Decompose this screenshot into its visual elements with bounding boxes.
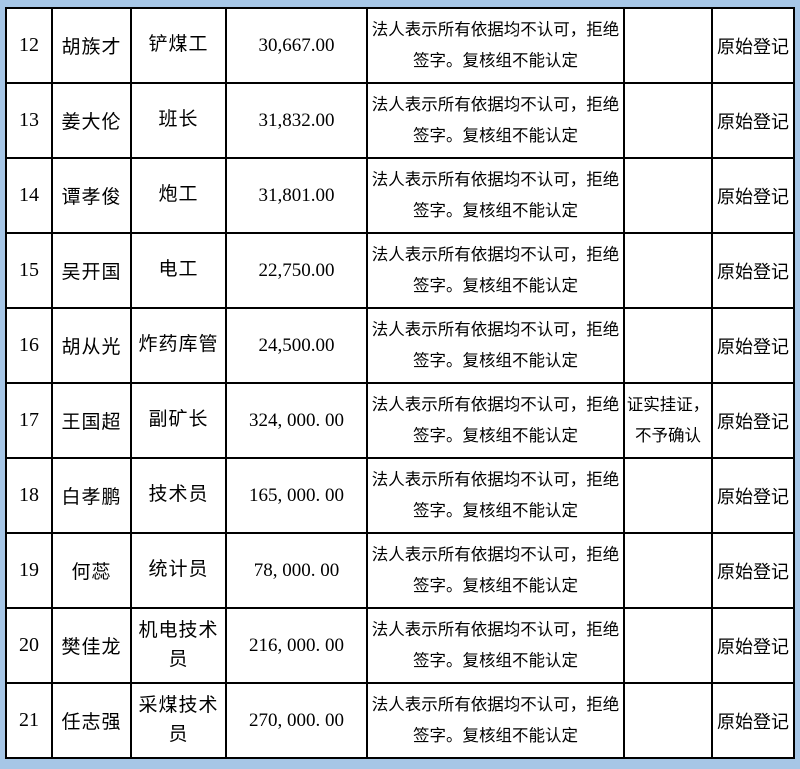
- cell-review-opinion: [623, 682, 713, 759]
- cell-name: 姜大伦: [51, 82, 132, 159]
- cell-name: 樊佳龙: [51, 607, 132, 684]
- records-table: 12 胡族才 铲煤工 30,667.00 法人表示所有依据均不认可，拒绝签字。复核组不能…: [5, 7, 795, 759]
- cell-remark: 法人表示所有依据均不认可，拒绝签字。复核组不能认定: [366, 607, 625, 684]
- cell-review-opinion: [623, 532, 713, 609]
- table-row: 18 白孝鹏 技术员 165, 000. 00 法人表示所有依据均不认可，拒绝签字。复核…: [5, 457, 795, 534]
- cell-review-opinion: [623, 457, 713, 534]
- cell-amount: 22,750.00: [225, 232, 368, 309]
- cell-job-title: 炸药库管: [130, 307, 227, 384]
- cell-amount: 30,667.00: [225, 7, 368, 84]
- cell-amount: 216, 000. 00: [225, 607, 368, 684]
- cell-name: 任志强: [51, 682, 132, 759]
- cell-row-number: 21: [5, 682, 53, 759]
- cell-name: 胡族才: [51, 7, 132, 84]
- cell-row-number: 17: [5, 382, 53, 459]
- cell-register-type: 原始登记: [711, 682, 795, 759]
- cell-register-type: 原始登记: [711, 157, 795, 234]
- table-row: 16 胡从光 炸药库管 24,500.00 法人表示所有依据均不认可，拒绝签字。复核组不…: [5, 307, 795, 384]
- cell-remark: 法人表示所有依据均不认可，拒绝签字。复核组不能认定: [366, 457, 625, 534]
- cell-register-type: 原始登记: [711, 382, 795, 459]
- cell-review-opinion: [623, 157, 713, 234]
- cell-amount: 165, 000. 00: [225, 457, 368, 534]
- cell-register-type: 原始登记: [711, 607, 795, 684]
- cell-job-title: 机电技术员: [130, 607, 227, 684]
- cell-amount: 270, 000. 00: [225, 682, 368, 759]
- cell-register-type: 原始登记: [711, 532, 795, 609]
- cell-review-opinion: 证实挂证，不予确认: [623, 382, 713, 459]
- cell-job-title: 统计员: [130, 532, 227, 609]
- records-body: 12 胡族才 铲煤工 30,667.00 法人表示所有依据均不认可，拒绝签字。复核组不能…: [5, 7, 795, 759]
- cell-remark: 法人表示所有依据均不认可，拒绝签字。复核组不能认定: [366, 157, 625, 234]
- cell-job-title: 采煤技术员: [130, 682, 227, 759]
- cell-register-type: 原始登记: [711, 82, 795, 159]
- table-row: 14 谭孝俊 炮工 31,801.00 法人表示所有依据均不认可，拒绝签字。复核组不能认…: [5, 157, 795, 234]
- cell-row-number: 12: [5, 7, 53, 84]
- table-row: 12 胡族才 铲煤工 30,667.00 法人表示所有依据均不认可，拒绝签字。复核组不能…: [5, 7, 795, 84]
- cell-job-title: 电工: [130, 232, 227, 309]
- cell-amount: 324, 000. 00: [225, 382, 368, 459]
- cell-name: 王国超: [51, 382, 132, 459]
- cell-amount: 31,832.00: [225, 82, 368, 159]
- cell-review-opinion: [623, 232, 713, 309]
- cell-row-number: 14: [5, 157, 53, 234]
- cell-name: 吴开国: [51, 232, 132, 309]
- table-row: 20 樊佳龙 机电技术员 216, 000. 00 法人表示所有依据均不认可，拒绝签字。…: [5, 607, 795, 684]
- cell-remark: 法人表示所有依据均不认可，拒绝签字。复核组不能认定: [366, 382, 625, 459]
- table-row: 13 姜大伦 班长 31,832.00 法人表示所有依据均不认可，拒绝签字。复核组不能认…: [5, 82, 795, 159]
- cell-row-number: 15: [5, 232, 53, 309]
- cell-register-type: 原始登记: [711, 7, 795, 84]
- table-row: 19 何蕊 统计员 78, 000. 00 法人表示所有依据均不认可，拒绝签字。复核组不…: [5, 532, 795, 609]
- cell-remark: 法人表示所有依据均不认可，拒绝签字。复核组不能认定: [366, 682, 625, 759]
- cell-register-type: 原始登记: [711, 232, 795, 309]
- cell-review-opinion: [623, 307, 713, 384]
- cell-remark: 法人表示所有依据均不认可，拒绝签字。复核组不能认定: [366, 232, 625, 309]
- cell-row-number: 16: [5, 307, 53, 384]
- cell-review-opinion: [623, 7, 713, 84]
- cell-review-opinion: [623, 82, 713, 159]
- cell-amount: 31,801.00: [225, 157, 368, 234]
- cell-amount: 24,500.00: [225, 307, 368, 384]
- cell-job-title: 炮工: [130, 157, 227, 234]
- cell-review-opinion: [623, 607, 713, 684]
- cell-register-type: 原始登记: [711, 457, 795, 534]
- cell-name: 白孝鹏: [51, 457, 132, 534]
- cell-job-title: 技术员: [130, 457, 227, 534]
- cell-name: 胡从光: [51, 307, 132, 384]
- cell-remark: 法人表示所有依据均不认可，拒绝签字。复核组不能认定: [366, 7, 625, 84]
- cell-remark: 法人表示所有依据均不认可，拒绝签字。复核组不能认定: [366, 532, 625, 609]
- cell-remark: 法人表示所有依据均不认可，拒绝签字。复核组不能认定: [366, 307, 625, 384]
- cell-register-type: 原始登记: [711, 307, 795, 384]
- table-row: 17 王国超 副矿长 324, 000. 00 法人表示所有依据均不认可，拒绝签字。复核…: [5, 382, 795, 459]
- cell-row-number: 20: [5, 607, 53, 684]
- cell-amount: 78, 000. 00: [225, 532, 368, 609]
- table-row: 15 吴开国 电工 22,750.00 法人表示所有依据均不认可，拒绝签字。复核组不能认…: [5, 232, 795, 309]
- cell-job-title: 副矿长: [130, 382, 227, 459]
- cell-remark: 法人表示所有依据均不认可，拒绝签字。复核组不能认定: [366, 82, 625, 159]
- cell-job-title: 铲煤工: [130, 7, 227, 84]
- cell-job-title: 班长: [130, 82, 227, 159]
- cell-row-number: 18: [5, 457, 53, 534]
- cell-row-number: 19: [5, 532, 53, 609]
- cell-row-number: 13: [5, 82, 53, 159]
- table-row: 21 任志强 采煤技术员 270, 000. 00 法人表示所有依据均不认可，拒绝签字。…: [5, 682, 795, 759]
- cell-name: 何蕊: [51, 532, 132, 609]
- cell-name: 谭孝俊: [51, 157, 132, 234]
